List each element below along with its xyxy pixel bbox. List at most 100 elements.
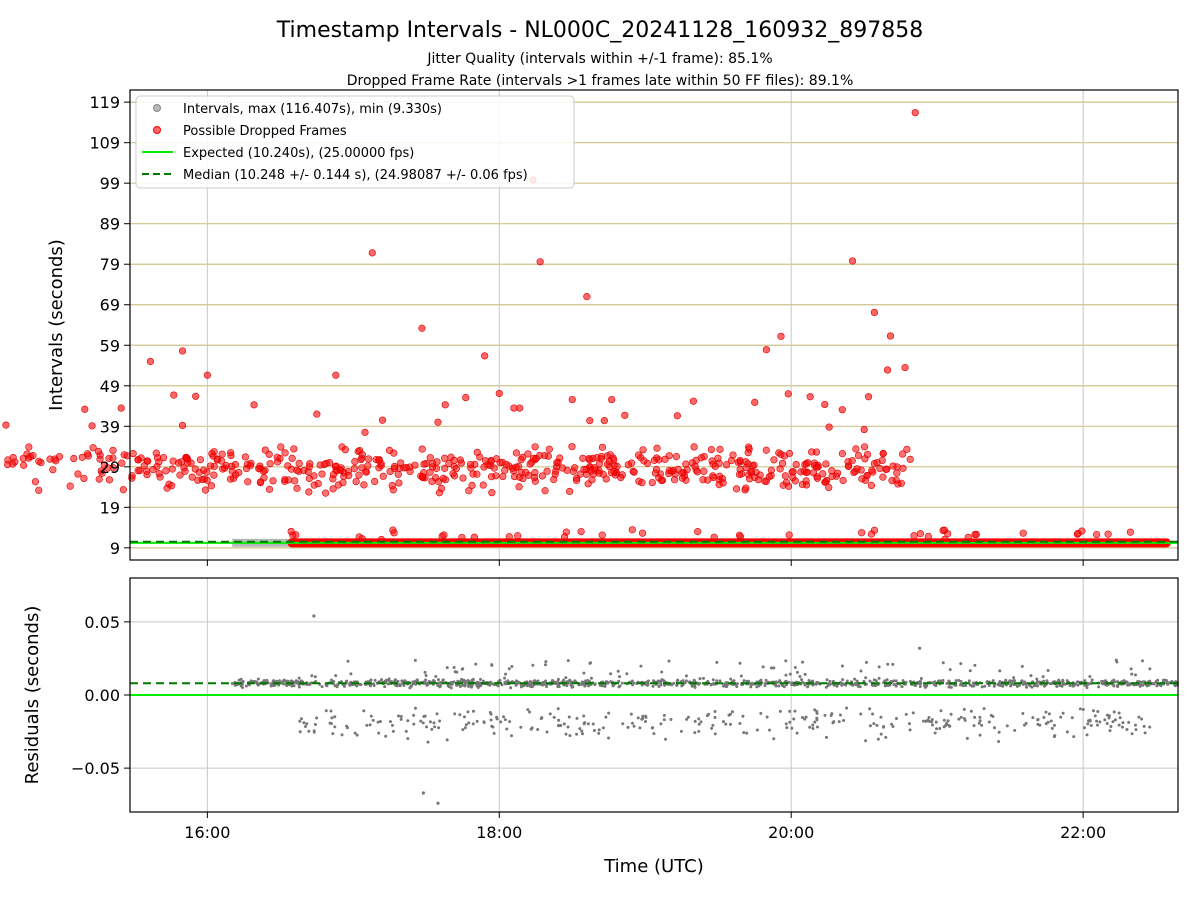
dropped-frame-outlier bbox=[870, 308, 879, 317]
residual-point bbox=[346, 659, 350, 663]
residual-point bbox=[661, 678, 665, 682]
residual-point bbox=[462, 715, 466, 719]
top-y-axis-label: Intervals (seconds) bbox=[46, 239, 67, 411]
residual-point bbox=[492, 731, 496, 735]
residual-point bbox=[618, 675, 622, 679]
residual-point bbox=[604, 715, 608, 719]
residual-point bbox=[1021, 683, 1025, 687]
residual-point bbox=[683, 681, 687, 685]
dropped-frame-point bbox=[665, 469, 673, 478]
dropped-frame-point bbox=[371, 477, 379, 486]
dropped-frame-point bbox=[833, 469, 842, 477]
residual-point bbox=[1013, 728, 1017, 732]
dropped-frame-point bbox=[598, 531, 606, 539]
residual-point bbox=[491, 725, 495, 729]
residual-point bbox=[412, 680, 416, 684]
residual-point bbox=[591, 722, 595, 726]
residual-point bbox=[801, 660, 805, 664]
residual-point bbox=[813, 708, 817, 712]
residual-point bbox=[957, 717, 961, 721]
dropped-frame-point bbox=[736, 465, 744, 473]
residual-point bbox=[1138, 684, 1142, 688]
residual-point bbox=[543, 663, 547, 667]
residual-point bbox=[234, 683, 238, 687]
dropped-frame-point bbox=[329, 471, 337, 479]
dropped-frame-point bbox=[31, 478, 40, 486]
residual-point bbox=[871, 712, 875, 716]
dropped-frame-point bbox=[568, 443, 576, 451]
residual-point bbox=[567, 715, 571, 719]
residual-point bbox=[467, 721, 471, 725]
dropped-frame-point bbox=[29, 452, 37, 460]
dropped-frame-point bbox=[707, 445, 715, 454]
residual-point bbox=[697, 729, 701, 733]
residual-point bbox=[632, 724, 636, 728]
dropped-frame-point bbox=[529, 454, 538, 462]
dropped-frame-point bbox=[329, 485, 337, 493]
dropped-frame-point bbox=[440, 531, 448, 539]
residual-point bbox=[412, 713, 416, 717]
residual-point bbox=[369, 678, 373, 682]
dropped-frame-point bbox=[218, 450, 226, 458]
residual-point bbox=[735, 682, 739, 686]
residual-point bbox=[630, 679, 634, 683]
residual-point bbox=[947, 685, 951, 689]
dropped-frame-outlier bbox=[886, 332, 895, 340]
residual-point bbox=[333, 715, 337, 719]
dropped-frame-outlier bbox=[536, 258, 544, 266]
residual-point bbox=[607, 711, 611, 715]
dropped-frame-outlier bbox=[568, 395, 576, 404]
residual-point bbox=[713, 716, 717, 720]
legend-marker bbox=[153, 104, 161, 112]
residual-point bbox=[963, 718, 967, 722]
dropped-frame-point bbox=[351, 458, 359, 466]
dropped-frame-point bbox=[49, 466, 57, 474]
residual-point bbox=[697, 717, 701, 721]
dropped-frame-outlier bbox=[481, 352, 489, 360]
residual-point bbox=[1031, 716, 1035, 720]
dropped-frame-point bbox=[4, 460, 12, 469]
chart-subtitle-jitter: Jitter Quality (intervals within +/-1 fr… bbox=[426, 51, 772, 67]
dropped-frame-point bbox=[924, 532, 932, 540]
bottom-y-tick-label: 0.05 bbox=[84, 613, 120, 632]
residual-point bbox=[1030, 685, 1034, 689]
residual-point bbox=[644, 715, 648, 719]
residual-point bbox=[1142, 724, 1146, 728]
residual-point bbox=[297, 676, 301, 680]
bottom-y-tick-label: 0.00 bbox=[84, 686, 120, 705]
dropped-frame-point bbox=[672, 453, 681, 461]
residual-point bbox=[640, 717, 644, 721]
bottom-x-tick-label: 22:00 bbox=[1060, 823, 1106, 842]
residual-point bbox=[369, 714, 373, 718]
dropped-frame-point bbox=[682, 460, 690, 468]
residual-point bbox=[329, 678, 333, 682]
residual-point bbox=[888, 683, 892, 687]
residual-point bbox=[933, 680, 937, 684]
dropped-frame-point bbox=[785, 449, 794, 458]
residual-point bbox=[735, 685, 739, 689]
dropped-frame-point bbox=[55, 453, 64, 461]
residual-point bbox=[841, 682, 845, 686]
dropped-frame-point bbox=[305, 488, 313, 496]
residual-point bbox=[239, 684, 243, 688]
residual-point bbox=[921, 719, 925, 723]
residual-point bbox=[489, 712, 493, 716]
residual-point bbox=[376, 720, 380, 724]
residual-point bbox=[908, 679, 912, 683]
residual-outlier bbox=[312, 614, 316, 618]
residual-point bbox=[828, 679, 832, 683]
residual-point bbox=[672, 681, 676, 685]
residual-point bbox=[864, 660, 868, 664]
top-y-tick-label: 79 bbox=[100, 255, 120, 274]
residual-point bbox=[935, 727, 939, 731]
residual-point bbox=[693, 719, 697, 723]
dropped-frame-point bbox=[893, 463, 901, 471]
residual-point bbox=[499, 720, 503, 724]
residual-point bbox=[463, 680, 467, 684]
residual-point bbox=[772, 666, 776, 670]
residual-point bbox=[1041, 675, 1045, 679]
residual-point bbox=[767, 728, 771, 732]
residual-point bbox=[1091, 709, 1095, 713]
residual-point bbox=[686, 715, 690, 719]
residual-point bbox=[438, 685, 442, 689]
